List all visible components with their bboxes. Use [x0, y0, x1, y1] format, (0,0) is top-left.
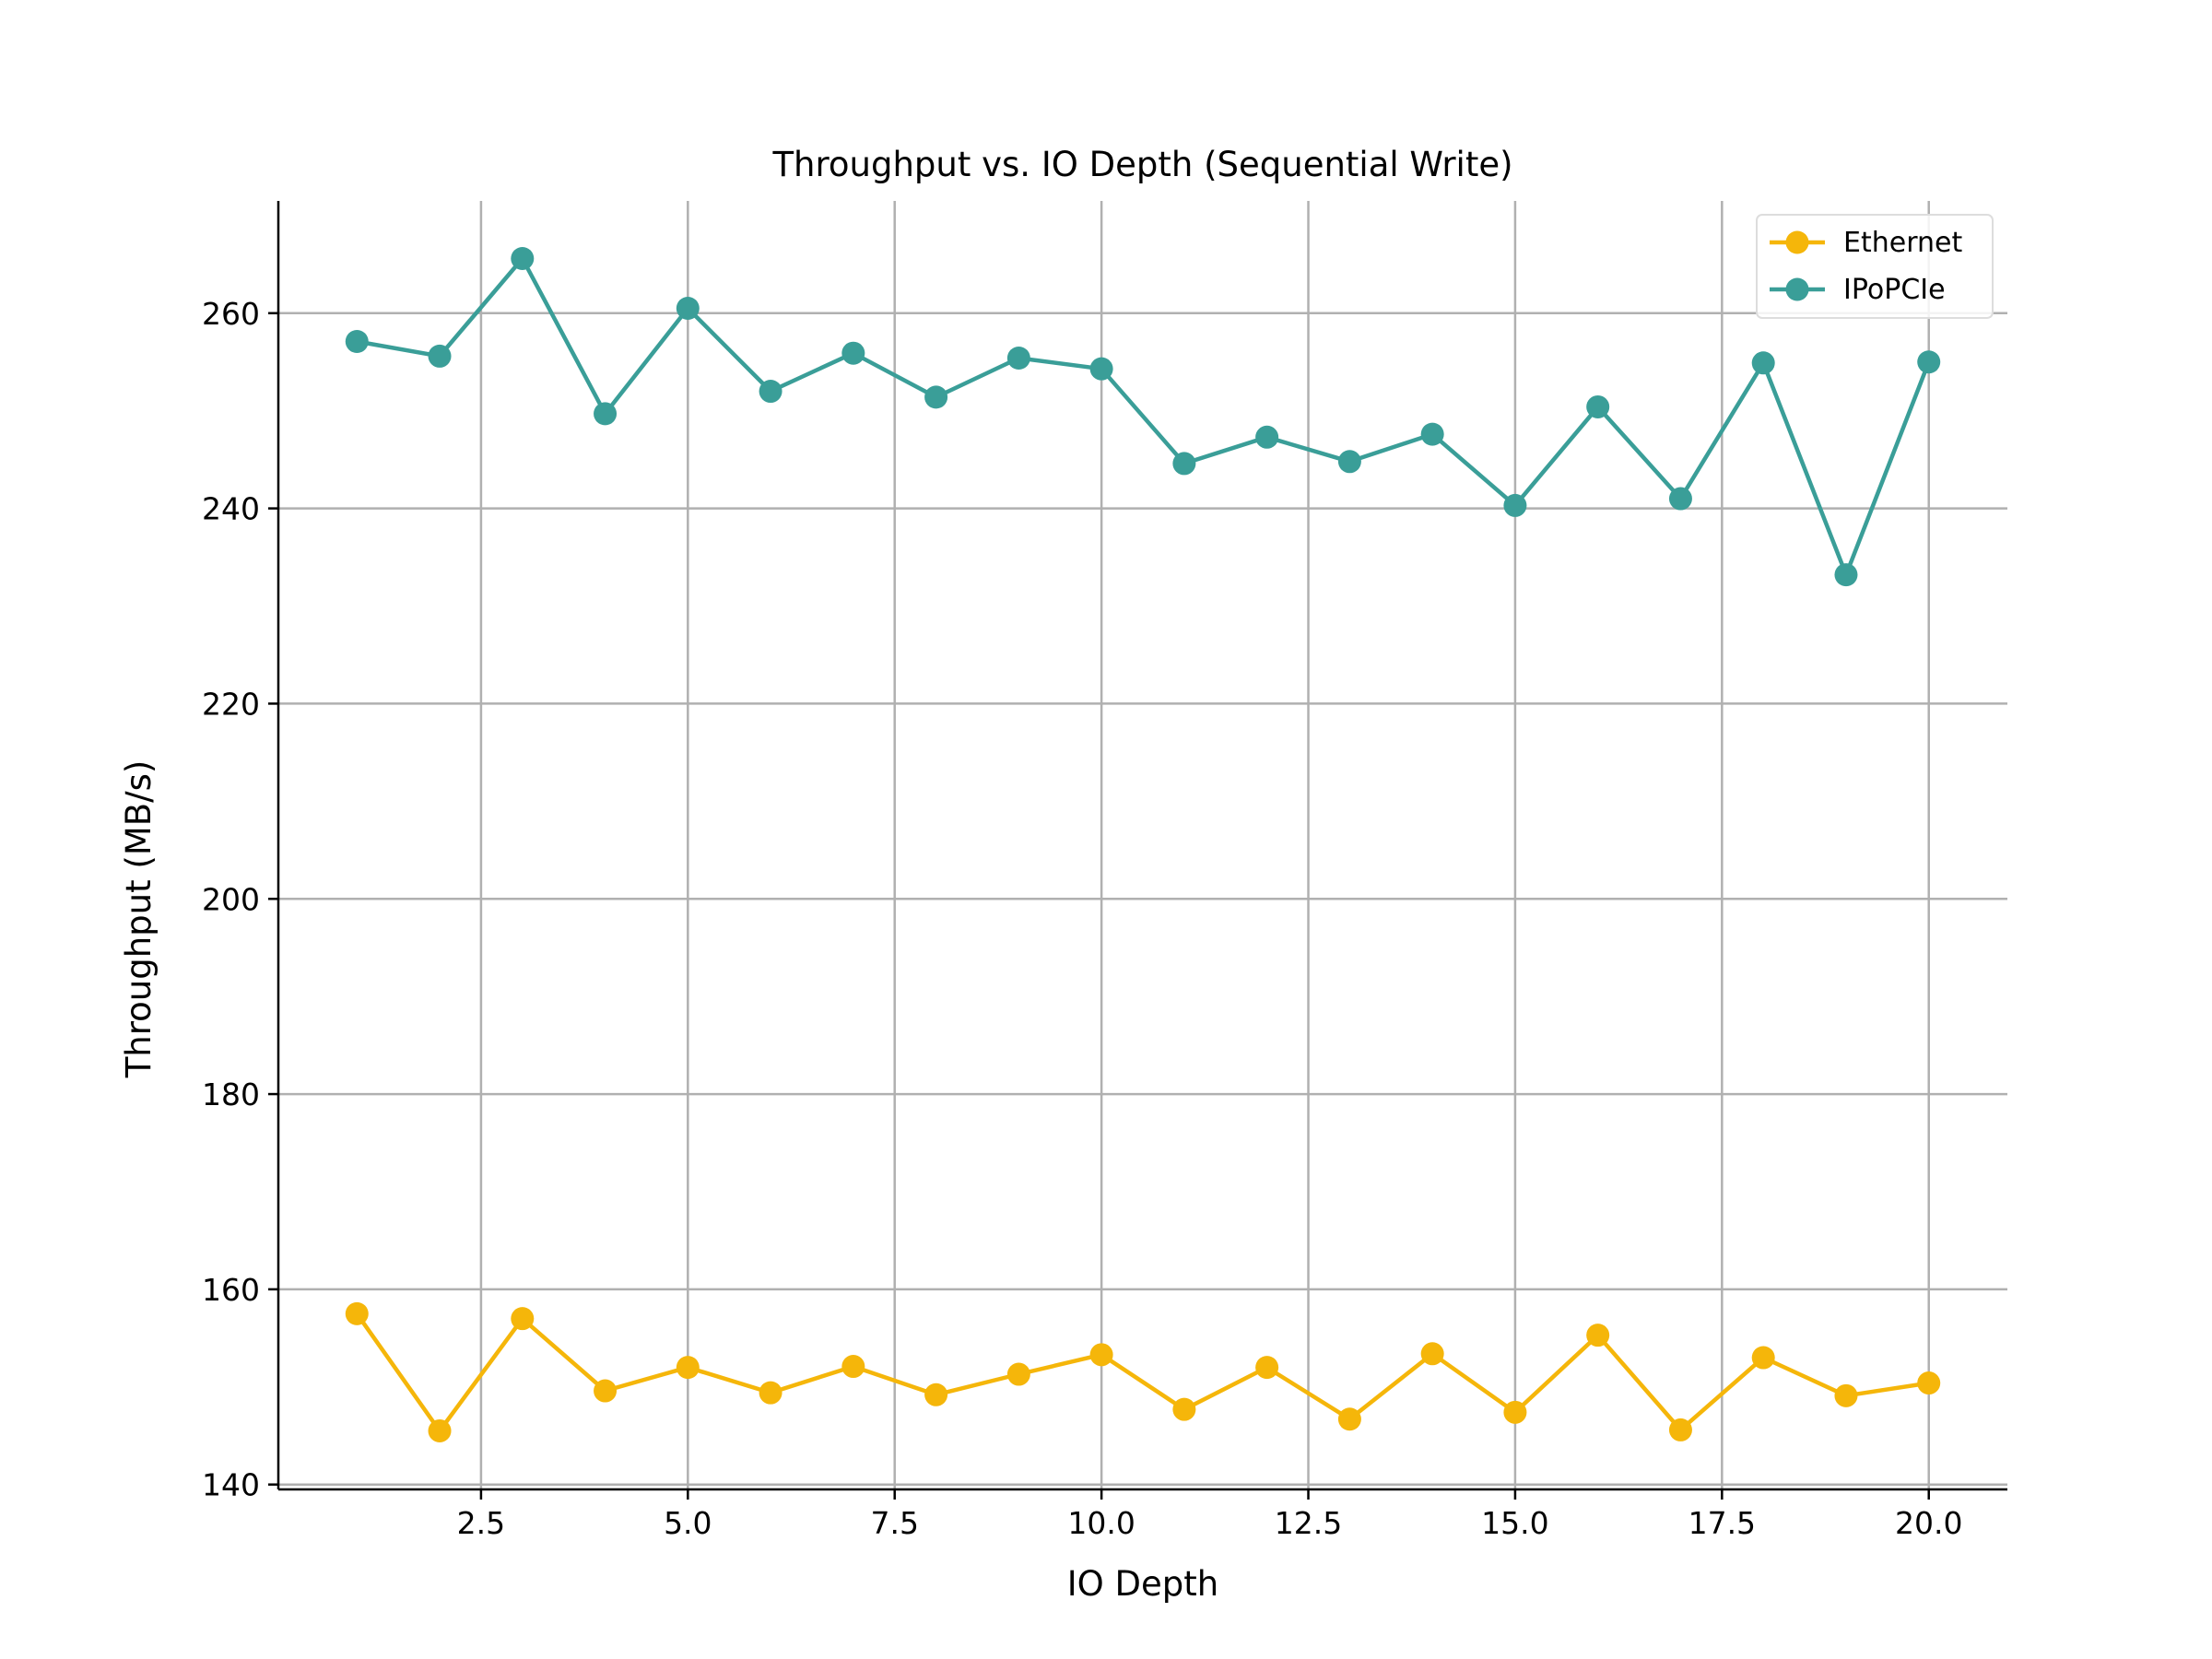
- data-point-ethernet-1: [345, 1301, 369, 1325]
- legend-marker-ethernet: [1785, 230, 1809, 254]
- data-point-ipopcie-15: [1503, 493, 1527, 517]
- legend: Ethernet IPoPCIe: [1756, 214, 1994, 319]
- y-tick-label-2: 180: [202, 1077, 260, 1112]
- x-tick-label-4: 12.5: [1275, 1505, 1342, 1541]
- data-point-ethernet-10: [1089, 1343, 1113, 1367]
- y-tick-label-6: 260: [202, 296, 260, 332]
- y-axis-title: Throughput (MB/s): [119, 760, 159, 1079]
- data-point-ipopcie-12: [1255, 425, 1279, 449]
- series-line-ipopcie: [356, 256, 1931, 577]
- data-point-ipopcie-16: [1586, 394, 1610, 418]
- x-axis-title: IO Depth: [1067, 1564, 1219, 1604]
- y-tick-label-3: 200: [202, 881, 260, 917]
- x-tick-label-6: 17.5: [1688, 1505, 1756, 1541]
- x-tick-label-3: 10.0: [1067, 1505, 1135, 1541]
- data-point-ethernet-13: [1337, 1407, 1361, 1431]
- data-point-ethernet-9: [1006, 1362, 1030, 1386]
- series-ipopcie: [345, 246, 1941, 587]
- data-point-ethernet-2: [428, 1418, 452, 1442]
- data-point-ipopcie-9: [1006, 347, 1030, 371]
- data-point-ethernet-19: [1834, 1383, 1858, 1407]
- data-point-ethernet-5: [676, 1356, 700, 1380]
- data-point-ethernet-12: [1255, 1356, 1279, 1380]
- legend-marker-ipopcie: [1785, 277, 1809, 301]
- grid: [278, 201, 2007, 1489]
- data-point-ipopcie-20: [1917, 350, 1941, 374]
- series-line-ethernet: [355, 1312, 1930, 1433]
- y-tick-label-1: 160: [202, 1272, 260, 1308]
- legend-label-ethernet: Ethernet: [1843, 227, 1962, 259]
- data-point-ipopcie-14: [1420, 422, 1444, 446]
- data-point-ethernet-15: [1503, 1400, 1527, 1424]
- data-point-ethernet-18: [1751, 1346, 1775, 1370]
- data-point-ethernet-20: [1917, 1371, 1941, 1395]
- data-point-ipopcie-6: [759, 380, 782, 404]
- legend-label-ipopcie: IPoPCIe: [1843, 274, 1946, 306]
- data-point-ethernet-3: [511, 1307, 535, 1331]
- x-tick-label-2: 7.5: [870, 1505, 918, 1541]
- data-point-ethernet-6: [759, 1381, 782, 1405]
- data-point-ethernet-7: [841, 1355, 865, 1379]
- series-ethernet: [345, 1301, 1941, 1442]
- y-tick-label-0: 140: [202, 1467, 260, 1503]
- data-point-ipopcie-11: [1172, 452, 1196, 476]
- data-point-ipopcie-19: [1834, 563, 1858, 587]
- x-tick-label-0: 2.5: [457, 1505, 505, 1541]
- y-tick-label-4: 220: [202, 686, 260, 722]
- data-point-ethernet-16: [1586, 1324, 1610, 1347]
- series-group: [345, 246, 1941, 1442]
- data-point-ipopcie-4: [594, 402, 618, 426]
- data-point-ethernet-8: [924, 1382, 948, 1406]
- data-point-ipopcie-10: [1089, 357, 1113, 381]
- x-tick-label-7: 20.0: [1895, 1505, 1962, 1541]
- axes: 2.5 5.0 7.5 10.0 12.5 15.0 17.5 20.0 140 160 180 20…: [202, 201, 2007, 1541]
- data-point-ipopcie-18: [1751, 351, 1775, 375]
- legend-entry-ethernet: Ethernet: [1770, 227, 1962, 259]
- x-tick-label-1: 5.0: [664, 1505, 712, 1541]
- y-tick-label-5: 240: [202, 491, 260, 527]
- data-point-ethernet-17: [1668, 1418, 1692, 1441]
- data-point-ipopcie-17: [1668, 487, 1692, 511]
- data-point-ethernet-4: [594, 1379, 618, 1403]
- data-point-ethernet-11: [1172, 1397, 1196, 1421]
- data-point-ipopcie-5: [676, 297, 700, 320]
- data-point-ipopcie-2: [428, 344, 452, 368]
- x-tick-label-5: 15.0: [1481, 1505, 1548, 1541]
- data-point-ipopcie-7: [841, 341, 865, 365]
- data-point-ipopcie-1: [345, 330, 369, 354]
- data-point-ipopcie-3: [511, 246, 535, 270]
- chart-title: Throughput vs. IO Depth (Sequential Writ…: [771, 145, 1512, 184]
- data-point-ipopcie-13: [1337, 450, 1361, 474]
- legend-entry-ipopcie: IPoPCIe: [1770, 274, 1946, 306]
- data-point-ethernet-14: [1420, 1342, 1444, 1366]
- data-point-ipopcie-8: [924, 385, 948, 409]
